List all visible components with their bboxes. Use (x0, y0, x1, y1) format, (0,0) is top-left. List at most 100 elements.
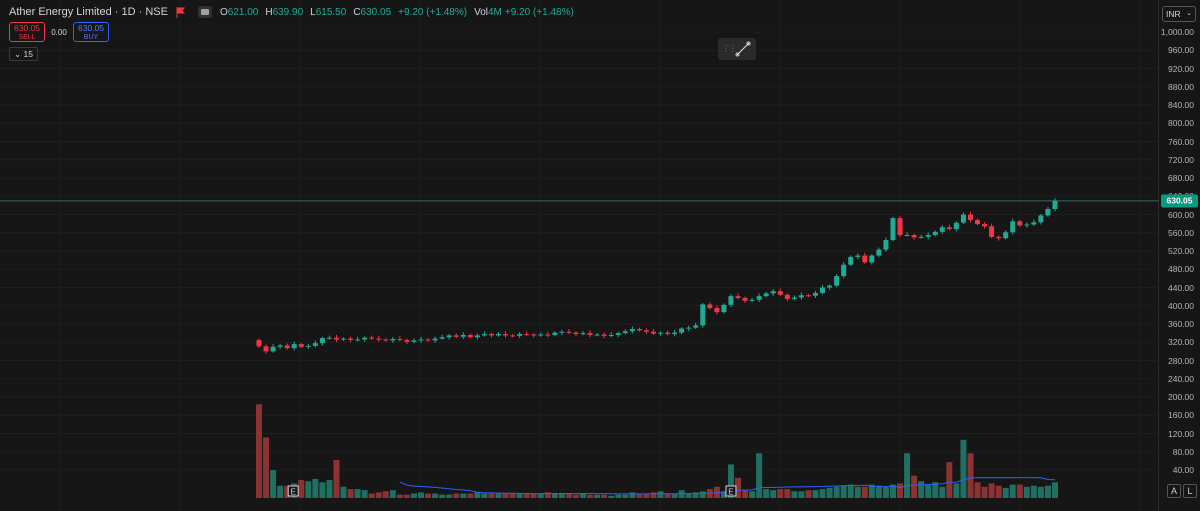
volume-bar (770, 490, 777, 498)
candle-body (904, 235, 910, 237)
volume-bar (615, 494, 622, 498)
volume-bar (523, 493, 530, 498)
price-tick-label: 600.00 (1168, 209, 1194, 220)
sell-button[interactable]: 630.05 SELL (9, 22, 45, 42)
volume-bar (932, 482, 939, 498)
candle-body (453, 335, 459, 337)
volume-bar (474, 492, 481, 498)
volume-bar (1009, 484, 1016, 498)
candle-body (946, 227, 952, 230)
volume-bar (727, 464, 734, 498)
candle-body (728, 296, 734, 305)
volume-bar (1052, 482, 1058, 498)
buy-label: BUY (83, 34, 99, 41)
candle-body (932, 231, 938, 236)
candle-body (488, 334, 494, 336)
candle-body (348, 338, 354, 340)
volume-bar (516, 493, 523, 498)
candle-body (897, 218, 903, 236)
candle-body (467, 334, 473, 338)
volume-bar (840, 485, 847, 498)
trend-line-icon[interactable] (735, 41, 751, 57)
price-tick-label: 560.00 (1168, 227, 1194, 238)
symbol-title[interactable]: Ather Energy Limited · 1D · NSE (9, 6, 168, 18)
volume-bar (263, 437, 270, 498)
volume-bar (735, 477, 742, 498)
currency-select[interactable]: INR ⌄ (1162, 6, 1196, 22)
volume-bar (650, 492, 657, 498)
price-tick-label: 200.00 (1168, 392, 1194, 402)
volume-bar (418, 492, 425, 498)
volume-bar (572, 494, 579, 498)
volume-bar (410, 493, 417, 498)
drag-handle-icon[interactable]: ⋮⋮ (722, 44, 737, 53)
price-tick-label: 720.00 (1168, 154, 1194, 165)
price-tick-label: 880.00 (1168, 81, 1194, 92)
drawing-toolbar[interactable]: ⋮⋮ (718, 38, 756, 60)
volume-bar (403, 494, 410, 498)
volume-bar (488, 493, 495, 498)
volume-bar (833, 486, 840, 498)
volume-bar (544, 492, 551, 498)
candle-body (1017, 221, 1023, 226)
candle-body (390, 339, 396, 341)
candle-body (376, 338, 382, 340)
candle-body (312, 343, 318, 346)
volume-bar (960, 439, 967, 498)
candle-body (510, 335, 516, 337)
candle-body (559, 331, 565, 333)
candle-body (812, 292, 818, 296)
candle-body (432, 338, 438, 341)
volume-bar (812, 490, 819, 498)
price-tick-label: 920.00 (1168, 63, 1194, 74)
earnings-marker-label: E (291, 488, 296, 497)
price-tick-label: 400.00 (1168, 300, 1194, 311)
log-scale-button[interactable]: L (1183, 484, 1197, 498)
volume-bar (791, 491, 798, 498)
buy-button[interactable]: 630.05 BUY (73, 22, 109, 42)
candle-body (756, 296, 762, 300)
flag-icon[interactable] (176, 6, 185, 18)
last-price-label: 630.05 (1161, 194, 1198, 208)
volume-bar (692, 492, 699, 498)
candle-body (425, 339, 431, 341)
auto-scale-button[interactable]: A (1167, 484, 1181, 498)
candle-body (446, 335, 452, 338)
volume-bar (312, 478, 319, 498)
candle-body (404, 339, 410, 342)
candle-body (749, 299, 755, 301)
candle-body (580, 333, 586, 335)
volume-bar (868, 484, 875, 498)
volume-bar (643, 493, 650, 498)
candle-body (524, 334, 530, 336)
volume-bar (1002, 487, 1009, 498)
volume-bar (699, 491, 706, 498)
candle-body (587, 333, 593, 335)
candle-body (305, 345, 311, 347)
volume-bar (601, 494, 608, 498)
volume-bar (432, 493, 439, 498)
candle-body (418, 339, 424, 341)
volume-bar (1023, 486, 1030, 498)
indicator-collapse-toggle[interactable]: ⌄ 15 (9, 47, 38, 61)
volume-bar (333, 459, 340, 498)
price-tick-label: 440.00 (1168, 282, 1194, 293)
volume-bar (495, 493, 502, 498)
volume-bar (347, 489, 354, 498)
volume-bar (953, 483, 960, 498)
candle-body (270, 346, 276, 352)
volume-bar (939, 486, 946, 498)
volume-bar (1037, 486, 1044, 498)
volume-bar (918, 481, 925, 498)
volume-bar (368, 493, 375, 498)
volume-bar (798, 491, 805, 498)
volume-bar (805, 490, 812, 498)
price-tick-label: 520.00 (1168, 246, 1194, 256)
candle-body (665, 332, 671, 335)
volume-bar (270, 470, 277, 498)
volume-bar (664, 493, 671, 498)
volume-bar (277, 485, 284, 498)
price-axis[interactable]: 1,000.00 960.00 920.00 880.00 840.00 800.00 76… (1159, 0, 1200, 511)
